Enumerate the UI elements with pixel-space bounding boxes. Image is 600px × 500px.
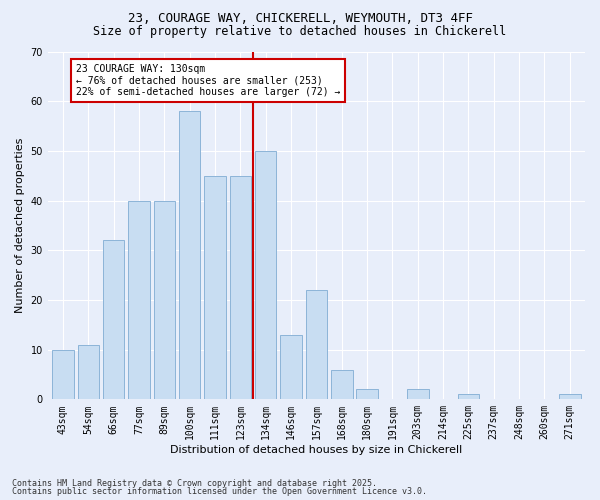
Bar	[103, 240, 124, 400]
Text: 23 COURAGE WAY: 130sqm
← 76% of detached houses are smaller (253)
22% of semi-de: 23 COURAGE WAY: 130sqm ← 76% of detached…	[76, 64, 340, 97]
Bar	[204, 176, 226, 400]
Bar	[331, 370, 353, 400]
Bar	[179, 111, 200, 400]
Bar	[407, 390, 428, 400]
Bar	[305, 290, 327, 400]
Text: Contains HM Land Registry data © Crown copyright and database right 2025.: Contains HM Land Registry data © Crown c…	[12, 478, 377, 488]
Bar	[280, 334, 302, 400]
Bar	[255, 151, 277, 400]
Bar	[356, 390, 378, 400]
Bar	[230, 176, 251, 400]
Bar	[128, 200, 150, 400]
Bar	[52, 350, 74, 400]
Bar	[559, 394, 581, 400]
Bar	[458, 394, 479, 400]
X-axis label: Distribution of detached houses by size in Chickerell: Distribution of detached houses by size …	[170, 445, 463, 455]
Text: Contains public sector information licensed under the Open Government Licence v3: Contains public sector information licen…	[12, 487, 427, 496]
Bar	[154, 200, 175, 400]
Text: Size of property relative to detached houses in Chickerell: Size of property relative to detached ho…	[94, 25, 506, 38]
Y-axis label: Number of detached properties: Number of detached properties	[15, 138, 25, 313]
Text: 23, COURAGE WAY, CHICKERELL, WEYMOUTH, DT3 4FF: 23, COURAGE WAY, CHICKERELL, WEYMOUTH, D…	[128, 12, 473, 26]
Bar	[77, 344, 99, 400]
